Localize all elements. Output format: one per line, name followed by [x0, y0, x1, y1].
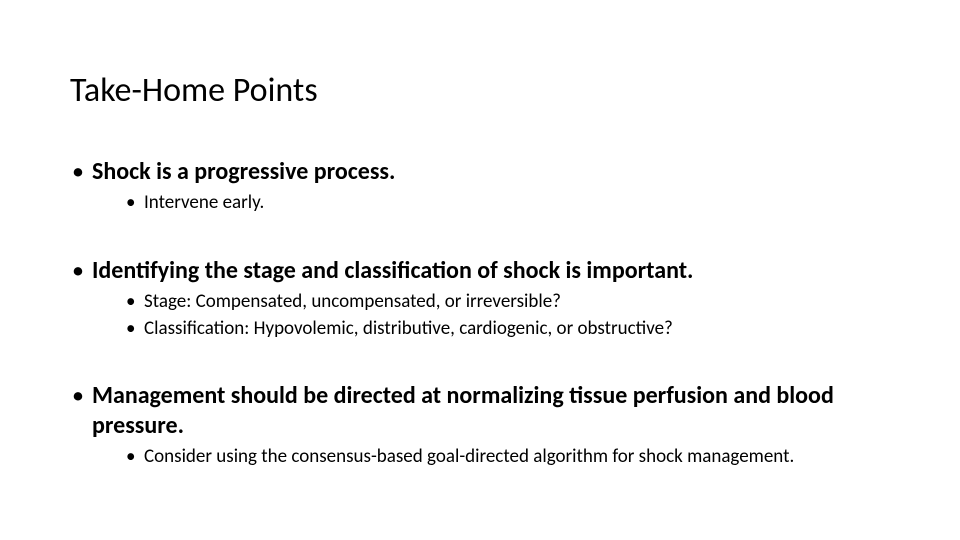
sub-bullet-list: Stage: Compensated, uncompensated, or ir…	[92, 290, 890, 341]
bullet-text: Shock is a progressive process.	[92, 157, 395, 186]
bullet-text: Management should be directed at normali…	[92, 381, 834, 440]
sub-bullet-item: Intervene early.	[92, 191, 890, 216]
sub-bullet-item: Classification: Hypovolemic, distributiv…	[92, 317, 890, 342]
bullet-item: Shock is a progressive process. Interven…	[70, 157, 890, 216]
sub-bullet-list: Consider using the consensus-based goal-…	[92, 445, 890, 470]
bullet-item: Identifying the stage and classification…	[70, 256, 890, 341]
bullet-list: Shock is a progressive process. Interven…	[70, 157, 890, 470]
slide: Take-Home Points Shock is a progressive …	[0, 0, 960, 540]
sub-bullet-item: Consider using the consensus-based goal-…	[92, 445, 890, 470]
bullet-text: Identifying the stage and classification…	[92, 256, 693, 285]
bullet-item: Management should be directed at normali…	[70, 381, 890, 470]
sub-bullet-list: Intervene early.	[92, 191, 890, 216]
sub-bullet-item: Stage: Compensated, uncompensated, or ir…	[92, 290, 890, 315]
slide-title: Take-Home Points	[70, 72, 890, 109]
